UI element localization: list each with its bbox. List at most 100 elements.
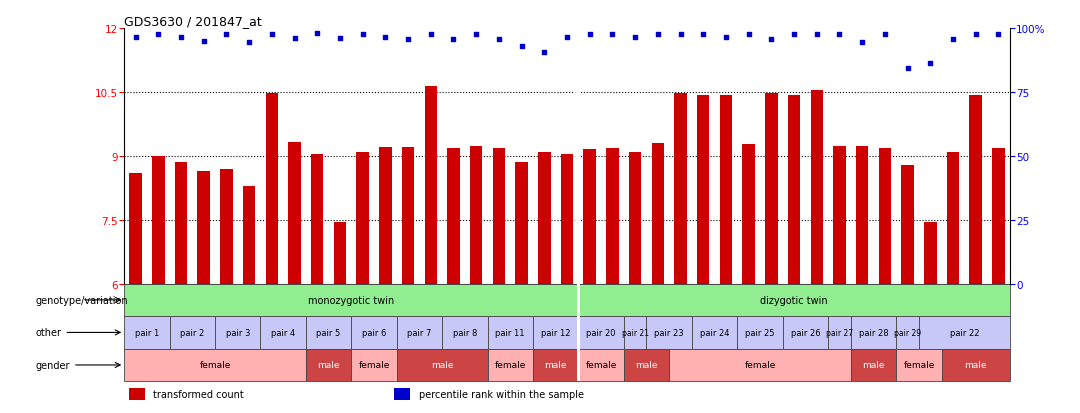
- Bar: [351, 316, 396, 349]
- Bar: [942, 349, 1010, 381]
- Point: [785, 32, 802, 38]
- Text: gender: gender: [36, 360, 120, 370]
- Text: pair 5: pair 5: [316, 328, 340, 337]
- Text: pair 12: pair 12: [541, 328, 570, 337]
- Text: pair 26: pair 26: [791, 328, 820, 337]
- Bar: [379, 148, 392, 284]
- Text: pair 6: pair 6: [362, 328, 387, 337]
- Bar: [561, 154, 573, 284]
- Bar: [577, 316, 580, 349]
- Text: monozygotic twin: monozygotic twin: [308, 295, 394, 305]
- Text: pair 2: pair 2: [180, 328, 204, 337]
- Bar: [243, 186, 255, 284]
- Point: [694, 32, 712, 38]
- Bar: [306, 316, 351, 349]
- Point: [422, 32, 440, 38]
- Bar: [879, 149, 891, 284]
- Bar: [447, 149, 460, 284]
- Bar: [579, 284, 1010, 316]
- Text: female: female: [903, 361, 934, 370]
- Text: male: male: [318, 361, 340, 370]
- Bar: [624, 349, 670, 381]
- Point: [762, 36, 780, 43]
- Bar: [311, 154, 324, 284]
- Text: male: male: [635, 361, 658, 370]
- Bar: [356, 152, 369, 284]
- Bar: [266, 93, 278, 284]
- Point: [332, 36, 349, 43]
- Bar: [124, 284, 579, 316]
- Text: female: female: [744, 361, 775, 370]
- Text: other: other: [36, 328, 120, 337]
- Bar: [851, 349, 896, 381]
- Bar: [896, 316, 919, 349]
- Bar: [175, 163, 187, 284]
- Text: female: female: [359, 361, 390, 370]
- Bar: [124, 316, 170, 349]
- Bar: [787, 96, 800, 284]
- Bar: [896, 349, 942, 381]
- Bar: [130, 173, 141, 284]
- Text: pair 23: pair 23: [654, 328, 684, 337]
- Point: [354, 32, 372, 38]
- Point: [604, 32, 621, 38]
- Bar: [396, 316, 442, 349]
- Text: pair 22: pair 22: [949, 328, 980, 337]
- Bar: [288, 143, 300, 284]
- Text: percentile rank within the sample: percentile rank within the sample: [419, 389, 584, 399]
- Bar: [670, 349, 851, 381]
- Text: pair 7: pair 7: [407, 328, 432, 337]
- Point: [150, 32, 167, 38]
- Bar: [742, 145, 755, 284]
- Bar: [674, 93, 687, 284]
- Bar: [651, 144, 664, 284]
- Bar: [834, 147, 846, 284]
- Bar: [198, 171, 210, 284]
- Text: pair 3: pair 3: [226, 328, 249, 337]
- Bar: [577, 284, 580, 316]
- Point: [921, 60, 939, 67]
- Point: [241, 39, 258, 46]
- Point: [899, 66, 916, 73]
- Bar: [396, 349, 487, 381]
- Bar: [924, 222, 936, 284]
- Point: [513, 43, 530, 50]
- Text: pair 11: pair 11: [496, 328, 525, 337]
- Point: [740, 32, 757, 38]
- Bar: [919, 316, 1010, 349]
- Bar: [851, 316, 896, 349]
- Bar: [424, 87, 437, 284]
- Bar: [970, 96, 982, 284]
- Bar: [993, 149, 1004, 284]
- Text: pair 29: pair 29: [894, 328, 921, 337]
- Text: male: male: [431, 361, 454, 370]
- Bar: [532, 316, 579, 349]
- Bar: [470, 147, 483, 284]
- Point: [468, 32, 485, 38]
- Point: [831, 32, 848, 38]
- Text: pair 24: pair 24: [700, 328, 729, 337]
- Bar: [215, 316, 260, 349]
- Text: pair 25: pair 25: [745, 328, 774, 337]
- Bar: [532, 349, 579, 381]
- Bar: [579, 349, 624, 381]
- Point: [967, 32, 984, 38]
- Bar: [515, 163, 528, 284]
- Text: male: male: [862, 361, 885, 370]
- Bar: [334, 222, 347, 284]
- Text: pair 20: pair 20: [586, 328, 616, 337]
- Text: transformed count: transformed count: [153, 389, 244, 399]
- Bar: [697, 96, 710, 284]
- Text: genotype/variation: genotype/variation: [36, 295, 129, 305]
- Bar: [856, 147, 868, 284]
- Point: [195, 38, 213, 45]
- Bar: [583, 150, 596, 284]
- Bar: [152, 157, 164, 284]
- Bar: [647, 316, 692, 349]
- Bar: [692, 316, 738, 349]
- Point: [286, 36, 303, 43]
- Bar: [738, 316, 783, 349]
- Point: [377, 35, 394, 42]
- Point: [808, 32, 825, 38]
- Bar: [719, 96, 732, 284]
